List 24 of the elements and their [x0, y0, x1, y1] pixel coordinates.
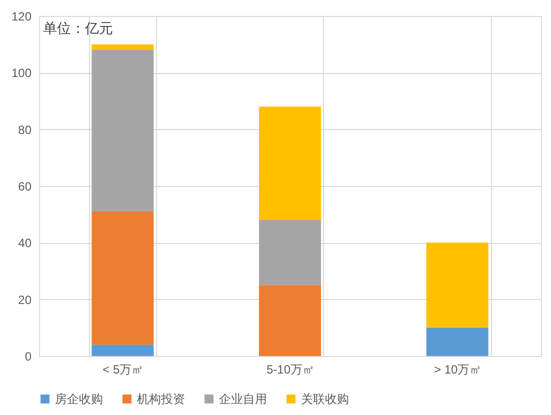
x-tick-label: < 5万㎡ [102, 362, 144, 376]
y-tick-label: 80 [18, 122, 32, 137]
legend-label: 房企收购 [55, 392, 103, 406]
bar [92, 50, 154, 212]
legend-label: 关联收购 [301, 392, 349, 406]
bar [259, 220, 321, 286]
bar [259, 106, 321, 220]
bar [259, 285, 321, 356]
y-tick-label: 0 [24, 350, 32, 364]
legend-label: 机构投资 [137, 392, 185, 406]
bar [92, 212, 154, 345]
bar [426, 242, 488, 328]
legend-label: 企业自用 [219, 392, 267, 406]
x-tick-label: 5-10万㎡ [266, 362, 315, 376]
bar [92, 44, 154, 50]
y-tick-label: 100 [11, 66, 32, 80]
y-tick-label: 60 [18, 180, 32, 194]
annotation: 单位：亿元 [43, 20, 113, 36]
bar [92, 344, 154, 356]
y-tick-label: 40 [18, 236, 32, 250]
y-tick-label: 120 [11, 10, 32, 24]
bar [426, 328, 488, 356]
x-tick-label: > 10万㎡ [434, 362, 482, 376]
y-tick-label: 20 [18, 292, 32, 307]
